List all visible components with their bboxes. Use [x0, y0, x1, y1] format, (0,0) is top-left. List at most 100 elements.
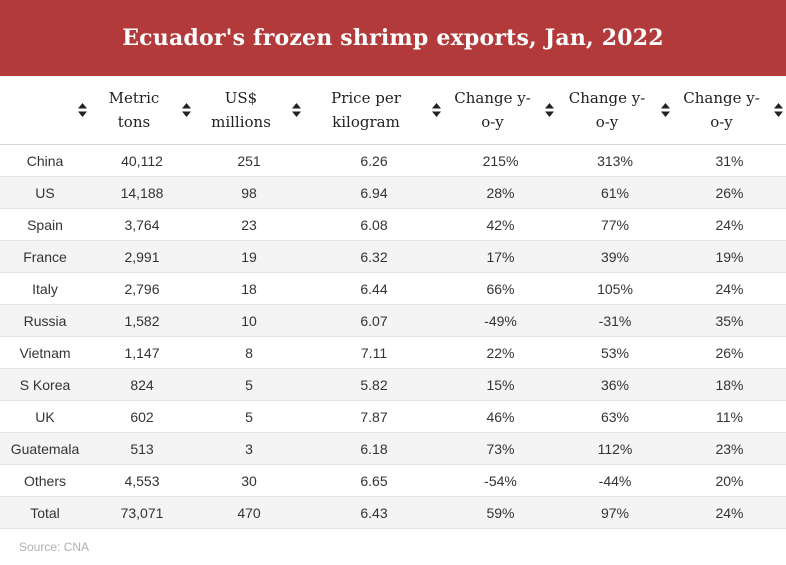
column-header[interactable]: Change y-o-y: [557, 76, 673, 145]
column-header[interactable]: Price per kilogram: [304, 76, 444, 145]
table-cell: 24%: [673, 496, 786, 529]
column-header-label: Price per kilogram: [304, 86, 444, 134]
column-header-line: US$: [224, 89, 258, 107]
sort-arrows-icon[interactable]: [661, 103, 670, 117]
column-header-label: Change y-o-y: [673, 86, 786, 134]
table-cell: 4,553: [90, 464, 194, 497]
table-cell: 7.87: [304, 400, 444, 433]
table-cell: 26%: [673, 176, 786, 209]
row-label-cell: UK: [0, 400, 90, 433]
table-cell: 23: [194, 208, 304, 241]
table-cell: 53%: [557, 336, 673, 369]
table-cell: -54%: [444, 464, 557, 497]
table-cell: 5: [194, 368, 304, 401]
table-cell: 31%: [673, 144, 786, 177]
table-cell: 5: [194, 400, 304, 433]
table-cell: 6.94: [304, 176, 444, 209]
table-cell: 30: [194, 464, 304, 497]
column-header[interactable]: Change y-o-y: [673, 76, 786, 145]
column-header-line: Price per: [331, 89, 401, 107]
column-header[interactable]: Change y-o-y: [444, 76, 557, 145]
table-cell: 1,147: [90, 336, 194, 369]
table-cell: 2,796: [90, 272, 194, 305]
row-label-cell: Vietnam: [0, 336, 90, 369]
table-row: S Korea 824 5 5.82 15% 36% 18%: [0, 368, 786, 401]
column-header-line: Change y-: [454, 89, 531, 107]
row-label-cell: France: [0, 240, 90, 273]
table-cell: 6.07: [304, 304, 444, 337]
table-cell: 19: [194, 240, 304, 273]
column-header-line: millions: [211, 113, 271, 131]
table-cell: 6.26: [304, 144, 444, 177]
column-header-label: Metric tons: [90, 86, 194, 134]
table-cell: 1,582: [90, 304, 194, 337]
table-row: Spain 3,764 23 6.08 42% 77% 24%: [0, 208, 786, 241]
table-cell: 215%: [444, 144, 557, 177]
table-cell: 3: [194, 432, 304, 465]
table-cell: 105%: [557, 272, 673, 305]
column-header-line: o-y: [710, 113, 733, 131]
table-cell: 73%: [444, 432, 557, 465]
table-cell: 59%: [444, 496, 557, 529]
table-cell: 46%: [444, 400, 557, 433]
table-row: Others 4,553 30 6.65 -54% -44% 20%: [0, 464, 786, 497]
table-cell: 36%: [557, 368, 673, 401]
table-cell: 112%: [557, 432, 673, 465]
table-cell: 66%: [444, 272, 557, 305]
table-cell: 22%: [444, 336, 557, 369]
row-label-cell: S Korea: [0, 368, 90, 401]
table-cell: 35%: [673, 304, 786, 337]
table-row: UK 602 5 7.87 46% 63% 11%: [0, 400, 786, 433]
sort-arrows-icon[interactable]: [182, 103, 191, 117]
column-header[interactable]: [0, 76, 90, 145]
column-header-label: Change y-o-y: [557, 86, 673, 134]
table-cell: 73,071: [90, 496, 194, 529]
table-cell: 313%: [557, 144, 673, 177]
column-header[interactable]: Metric tons: [90, 76, 194, 145]
row-label-cell: Total: [0, 496, 90, 529]
table-cell: 6.32: [304, 240, 444, 273]
sort-arrows-icon[interactable]: [78, 103, 87, 117]
table-cell: -31%: [557, 304, 673, 337]
column-header-line: Change y-: [568, 89, 646, 107]
source-note: Source: CNA: [19, 540, 90, 554]
table-row: France 2,991 19 6.32 17% 39% 19%: [0, 240, 786, 273]
table-body: China 40,112 251 6.26 215% 313% 31% US 14,188 98 6…: [0, 144, 786, 529]
table-cell: 61%: [557, 176, 673, 209]
table-row: China 40,112 251 6.26 215% 313% 31%: [0, 144, 786, 177]
table-cell: 14,188: [90, 176, 194, 209]
sort-arrows-icon[interactable]: [545, 103, 554, 117]
column-header[interactable]: US$ millions: [194, 76, 304, 145]
table-cell: 3,764: [90, 208, 194, 241]
table-row: US 14,188 98 6.94 28% 61% 26%: [0, 176, 786, 209]
sort-arrows-icon[interactable]: [292, 103, 301, 117]
column-header-line: kilogram: [332, 113, 400, 131]
column-header-label: Change y-o-y: [444, 86, 557, 134]
table-cell: 11%: [673, 400, 786, 433]
table-cell: 10: [194, 304, 304, 337]
row-label-cell: Others: [0, 464, 90, 497]
table-row: Vietnam 1,147 8 7.11 22% 53% 26%: [0, 336, 786, 369]
column-header-line: Metric: [108, 89, 160, 107]
table-cell: 6.44: [304, 272, 444, 305]
table-cell: 19%: [673, 240, 786, 273]
table-cell: 8: [194, 336, 304, 369]
sort-arrows-icon[interactable]: [432, 103, 441, 117]
column-header-line: tons: [117, 113, 151, 131]
table-row: Total 73,071 470 6.43 59% 97% 24%: [0, 496, 786, 529]
column-header-line: Change y-: [683, 89, 760, 107]
table-cell: 26%: [673, 336, 786, 369]
row-label-cell: China: [0, 144, 90, 177]
table-cell: 5.82: [304, 368, 444, 401]
column-header-line: o-y: [595, 113, 619, 131]
table-cell: 63%: [557, 400, 673, 433]
table-cell: 77%: [557, 208, 673, 241]
row-label-cell: Italy: [0, 272, 90, 305]
table-cell: 39%: [557, 240, 673, 273]
table-cell: 40,112: [90, 144, 194, 177]
table-cell: 18%: [673, 368, 786, 401]
table-row: Italy 2,796 18 6.44 66% 105% 24%: [0, 272, 786, 305]
row-label-cell: Guatemala: [0, 432, 90, 465]
table-cell: 24%: [673, 272, 786, 305]
sort-arrows-icon[interactable]: [774, 103, 783, 117]
